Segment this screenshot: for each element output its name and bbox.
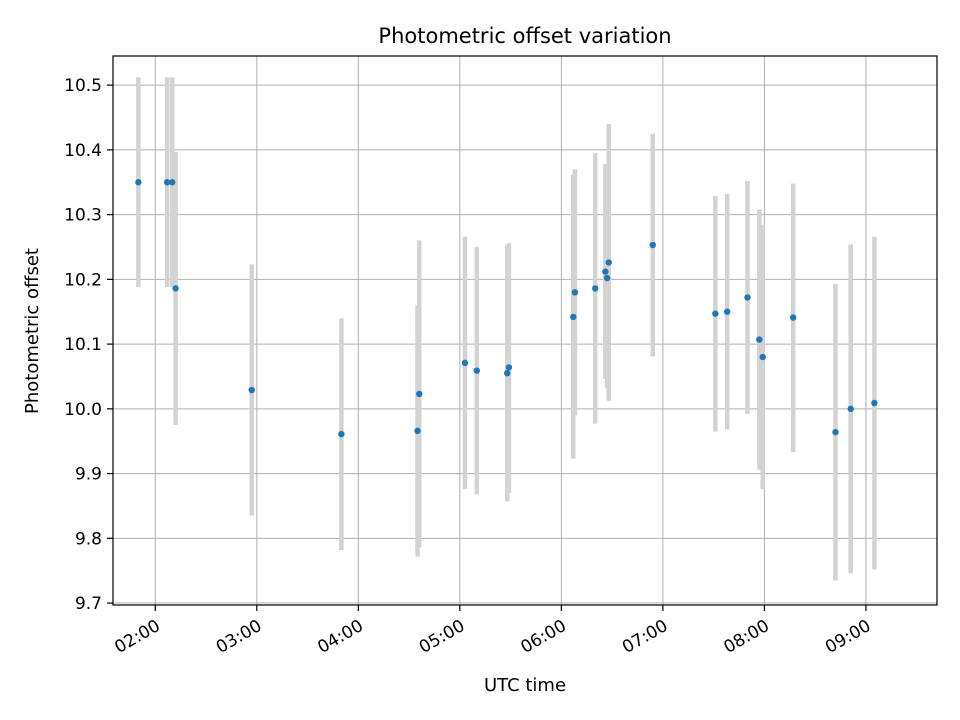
data-point (847, 405, 854, 413)
data-point (712, 310, 719, 317)
data-point (744, 294, 751, 301)
data-point (461, 359, 469, 367)
data-point (172, 285, 179, 292)
y-axis: 9.7 9.8 9.9 10.0 10.1 10.2 10.3 10.4 10.5 (64, 76, 113, 614)
data-point (571, 289, 579, 296)
y-tick-label: 9.8 (75, 529, 102, 549)
data-point (759, 353, 766, 361)
data-point (832, 428, 839, 436)
data-point (338, 430, 345, 438)
x-axis-title: UTC time (484, 675, 566, 696)
data-point (504, 370, 511, 377)
data-point (570, 313, 577, 321)
data-point (756, 336, 763, 343)
data-point (603, 274, 611, 282)
data-points (135, 179, 878, 438)
data-point (871, 399, 878, 407)
y-tick-label: 9.9 (75, 465, 102, 485)
data-point (248, 386, 255, 394)
y-axis-title: Photometric offset (22, 248, 43, 414)
data-point (416, 390, 423, 398)
chart-title: Photometric offset variation (378, 24, 671, 48)
data-point (602, 268, 609, 275)
data-point (723, 308, 731, 315)
y-tick-label: 10.5 (64, 76, 102, 96)
y-tick-label: 10.3 (64, 206, 102, 226)
y-tick-label: 9.7 (75, 594, 102, 614)
data-point (414, 427, 421, 435)
plot-frame (112, 55, 938, 606)
data-point (505, 364, 513, 371)
data-point (163, 179, 171, 186)
y-tick-label: 10.2 (64, 270, 102, 290)
data-point (789, 314, 797, 321)
data-point (605, 259, 612, 266)
data-point (135, 179, 142, 186)
y-tick-label: 10.1 (64, 335, 102, 355)
data-point (169, 179, 176, 186)
y-tick-label: 10.0 (64, 400, 102, 420)
data-point (473, 367, 480, 374)
data-point (649, 241, 656, 249)
data-point (592, 285, 599, 292)
y-tick-label: 10.4 (64, 141, 102, 161)
